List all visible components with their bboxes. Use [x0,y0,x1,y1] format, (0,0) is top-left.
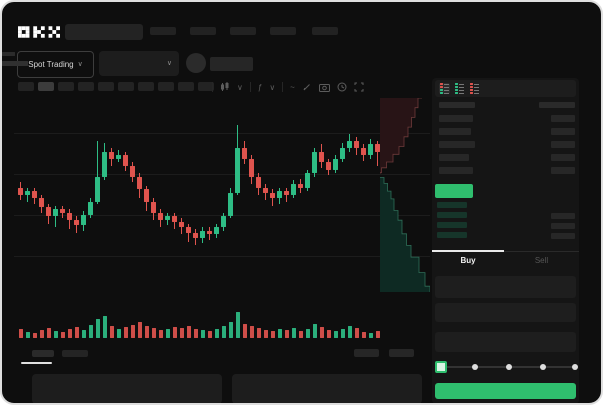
nav-item-placeholder[interactable] [230,27,256,35]
ask-row[interactable] [439,141,475,148]
timeframe-button[interactable] [178,82,194,91]
ask-row[interactable] [439,154,469,161]
timeframe-row [18,82,214,91]
bottom-tab[interactable] [62,350,88,357]
timeframe-button[interactable] [78,82,94,91]
tab-sell[interactable]: Sell [534,256,549,265]
amount-column-header [539,102,575,108]
buy-tab-indicator [432,250,504,252]
ask-amount [551,154,575,161]
slider-dot[interactable] [540,364,546,370]
nav-item-placeholder[interactable] [150,27,176,35]
coin-avatar [186,53,206,73]
ask-amount [551,141,575,148]
market-type-label: Spot Trading [28,60,74,69]
orderbook-layout-asks-icon[interactable] [469,83,480,94]
slider-dot[interactable] [572,364,578,370]
trading-pair-select[interactable]: ∨ [99,51,179,76]
tab-buy[interactable]: Buy [460,256,476,265]
bottom-panel [232,374,422,403]
volume-layer [14,98,430,338]
bid-row[interactable] [437,202,467,208]
timeframe-button[interactable] [58,82,74,91]
chevron-down-icon: ∨ [77,61,83,68]
ask-row[interactable] [439,128,471,135]
okx-logo[interactable] [18,25,60,39]
price-field[interactable] [435,276,576,298]
ask-row[interactable] [439,115,473,122]
bid-amount [551,213,575,219]
depth-overlay [380,98,430,292]
fullscreen-icon[interactable] [354,82,364,92]
timeframe-button[interactable] [18,82,34,91]
orderbook-toolbar [435,80,576,97]
ticker-stat [2,52,32,66]
camera-icon[interactable] [318,83,330,92]
timeframe-button[interactable] [98,82,114,91]
gridline [14,215,430,216]
chart-tools: ∨ ƒ ∨ ~ [212,80,364,94]
chevron-down-icon[interactable]: ∨ [269,82,276,92]
orderbook-layout-both-icon[interactable] [439,83,450,94]
chart-footer-placeholder[interactable] [354,349,379,357]
search-input[interactable] [65,24,143,40]
amount-field[interactable] [435,303,576,322]
slider-dot[interactable] [506,364,512,370]
nav-item-placeholder[interactable] [190,27,216,35]
slider-dot[interactable] [472,364,478,370]
bottom-panel [32,374,222,403]
pair-name-placeholder[interactable] [210,57,253,71]
draw-pencil-icon[interactable] [302,82,312,92]
timeframe-button[interactable] [138,82,154,91]
nav-item-placeholder[interactable] [312,27,338,35]
order-book-panel: Buy Sell [432,78,579,403]
line-tool-icon[interactable]: ~ [290,82,295,92]
ask-row[interactable] [439,167,473,174]
last-price-badge[interactable] [435,184,473,198]
ask-amount [551,128,575,135]
gridline [14,133,430,134]
divider [249,82,251,92]
ask-amount [551,115,575,122]
divider [282,82,284,92]
bottom-tab-underline [21,362,52,364]
price-chart[interactable] [14,98,430,338]
stat-value-placeholder [2,61,28,66]
timeframe-button[interactable] [158,82,174,91]
stat-label-placeholder [2,52,15,56]
timeframe-button-active[interactable] [38,82,54,91]
slider-handle[interactable] [435,361,447,373]
bottom-tab-active[interactable] [32,350,54,357]
divider [212,82,213,92]
chevron-down-icon: ∨ [166,60,172,67]
settings-clock-icon[interactable] [337,82,347,92]
chevron-down-icon[interactable]: ∨ [237,82,243,92]
indicators-icon[interactable]: ƒ [257,82,263,92]
ask-amount [551,167,575,174]
chart-footer-placeholder[interactable] [389,349,414,357]
total-field[interactable] [435,332,576,352]
timeframe-button[interactable] [118,82,134,91]
price-column-header [439,102,475,108]
bid-amount [551,233,575,239]
tab-divider [504,251,579,252]
bid-amount [551,223,575,229]
bid-row[interactable] [437,232,467,238]
gridline [14,174,430,175]
nav-item-placeholder[interactable] [270,27,296,35]
buy-submit-button[interactable] [435,383,576,399]
orderbook-layout-bids-icon[interactable] [454,83,465,94]
candle-style-icon[interactable] [220,82,230,92]
bid-row[interactable] [437,212,467,218]
timeframe-button[interactable] [198,82,214,91]
gridline [14,256,430,257]
bid-row[interactable] [437,222,467,228]
candles-layer [14,98,430,338]
